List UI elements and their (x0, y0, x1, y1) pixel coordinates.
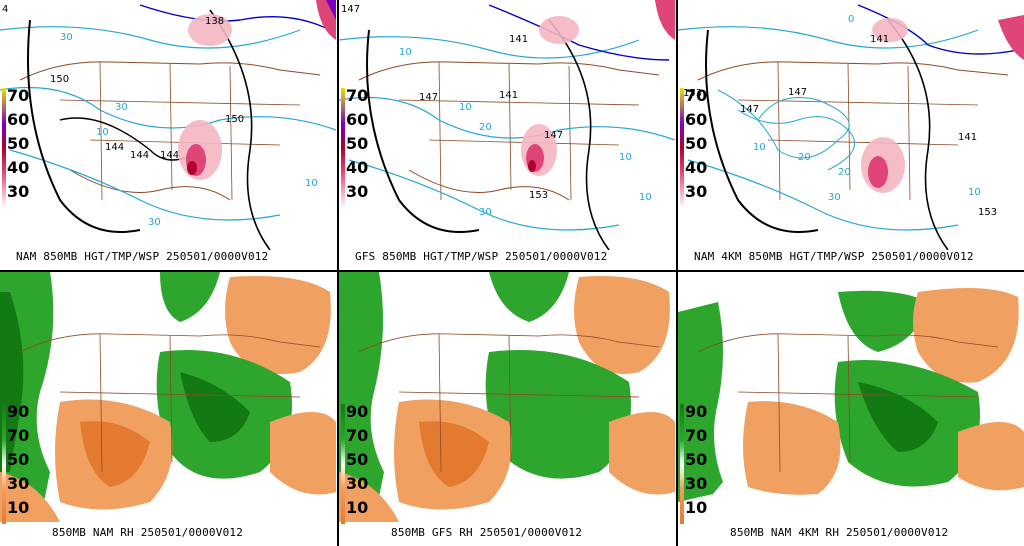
map-nam4km-850-hgt: 141 153 147 147 141 153 0 10 20 20 30 10 (678, 4, 1024, 250)
height-label: 153 (529, 190, 548, 201)
panel-caption: NAM 850MB HGT/TMP/WSP 250501/0000V012 (16, 250, 269, 263)
contour-label: 4 (2, 4, 8, 15)
panel-nam-850-rh: 850MB NAM RH 250501/0000V012 (0, 272, 336, 546)
height-label: 150 (50, 74, 69, 85)
contour-label: 30 (148, 217, 161, 228)
panel-gfs-850-hgt: 147 141 141 147 147 153 10 10 20 10 30 1… (339, 0, 675, 270)
contour-label: 20 (838, 167, 851, 178)
height-label: 141 (958, 132, 977, 143)
contour-label: 30 (60, 32, 73, 43)
contour-label: 10 (968, 187, 981, 198)
legend-label: 50 (685, 450, 708, 469)
legend-label: 10 (7, 498, 30, 517)
panel-divider (0, 270, 1024, 272)
legend-label: 70 (7, 86, 30, 105)
contour-label: 10 (305, 178, 318, 189)
height-label: 144 (160, 150, 179, 161)
panel-nam-850-hgt: 138 150 150 144 144 144 4 30 10 10 30 30… (0, 0, 336, 270)
height-label: 147 (788, 87, 807, 98)
panel-divider (676, 0, 678, 546)
legend-label: 30 (685, 182, 708, 201)
height-label: 147 (740, 104, 759, 115)
legend-label: 60 (685, 110, 708, 129)
height-label: 141 (509, 34, 528, 45)
contour-label: 20 (479, 122, 492, 133)
legend-label: 90 (685, 402, 708, 421)
legend-label: 40 (7, 158, 30, 177)
rh-legend: 90 70 50 30 10 (0, 404, 34, 529)
legend-label: 40 (346, 158, 369, 177)
contour-label: 20 (798, 152, 811, 163)
legend-label: 50 (346, 134, 369, 153)
legend-label: 50 (685, 134, 708, 153)
legend-label: 70 (7, 426, 30, 445)
contour-label: 0 (848, 14, 854, 25)
panel-caption: 850MB NAM RH 250501/0000V012 (52, 526, 244, 539)
wind-speed-legend: 70 60 50 40 30 (339, 88, 373, 213)
legend-label: 70 (685, 426, 708, 445)
height-label: 147 (341, 4, 360, 15)
contour-label: 30 (115, 102, 128, 113)
rh-legend: 90 70 50 30 10 (339, 404, 373, 529)
height-label: 150 (225, 114, 244, 125)
map-gfs-850-rh (339, 272, 675, 522)
panel-caption: 850MB GFS RH 250501/0000V012 (391, 526, 583, 539)
wind-speed-legend: 70 60 50 40 30 (678, 88, 712, 213)
map-nam4km-850-rh (678, 272, 1024, 522)
panel-caption: 850MB NAM 4KM RH 250501/0000V012 (730, 526, 949, 539)
height-label: 153 (683, 88, 702, 99)
legend-label: 30 (685, 474, 708, 493)
legend-label: 50 (346, 450, 369, 469)
panel-divider (337, 0, 339, 546)
legend-label: 60 (7, 110, 30, 129)
contour-label: 10 (639, 192, 652, 203)
legend-label: 10 (346, 498, 369, 517)
contour-label: 10 (619, 152, 632, 163)
legend-label: 70 (346, 86, 369, 105)
legend-label: 90 (7, 402, 30, 421)
height-label: 147 (419, 92, 438, 103)
panel-nam4km-850-rh: 850MB NAM 4KM RH 250501/0000V012 (678, 272, 1024, 546)
height-label: 144 (105, 142, 124, 153)
height-label: 138 (205, 16, 224, 27)
height-label: 141 (870, 34, 889, 45)
legend-label: 50 (7, 450, 30, 469)
contour-label: 10 (96, 127, 109, 138)
map-nam-850-rh (0, 272, 336, 522)
legend-label: 30 (7, 474, 30, 493)
legend-label: 10 (685, 498, 708, 517)
panel-gfs-850-rh: 850MB GFS RH 250501/0000V012 (339, 272, 675, 546)
contour-label: 30 (828, 192, 841, 203)
wind-speed-legend: 70 60 50 40 30 (0, 88, 34, 213)
legend-label: 40 (685, 158, 708, 177)
height-label: 153 (978, 207, 997, 218)
map-gfs-850-hgt: 147 141 141 147 147 153 10 10 20 10 30 1… (339, 0, 675, 250)
legend-label: 50 (7, 134, 30, 153)
panel-nam4km-850-hgt: 141 153 147 147 141 153 0 10 20 20 30 10… (678, 0, 1024, 270)
contour-label: 30 (479, 207, 492, 218)
legend-label: 30 (7, 182, 30, 201)
rh-legend: 90 70 50 30 10 (678, 404, 712, 529)
legend-label: 90 (346, 402, 369, 421)
panel-caption: NAM 4KM 850MB HGT/TMP/WSP 250501/0000V01… (694, 250, 974, 263)
height-label: 147 (544, 130, 563, 141)
height-label: 141 (499, 90, 518, 101)
legend-label: 70 (685, 86, 708, 105)
contour-label: 10 (459, 102, 472, 113)
legend-label: 30 (346, 182, 369, 201)
map-nam-850-hgt: 138 150 150 144 144 144 4 30 10 10 30 30 (0, 0, 336, 250)
height-label: 144 (130, 150, 149, 161)
legend-label: 60 (346, 110, 369, 129)
legend-label: 30 (346, 474, 369, 493)
panel-caption: GFS 850MB HGT/TMP/WSP 250501/0000V012 (355, 250, 608, 263)
contour-label: 10 (399, 47, 412, 58)
legend-label: 70 (346, 426, 369, 445)
contour-label: 10 (753, 142, 766, 153)
